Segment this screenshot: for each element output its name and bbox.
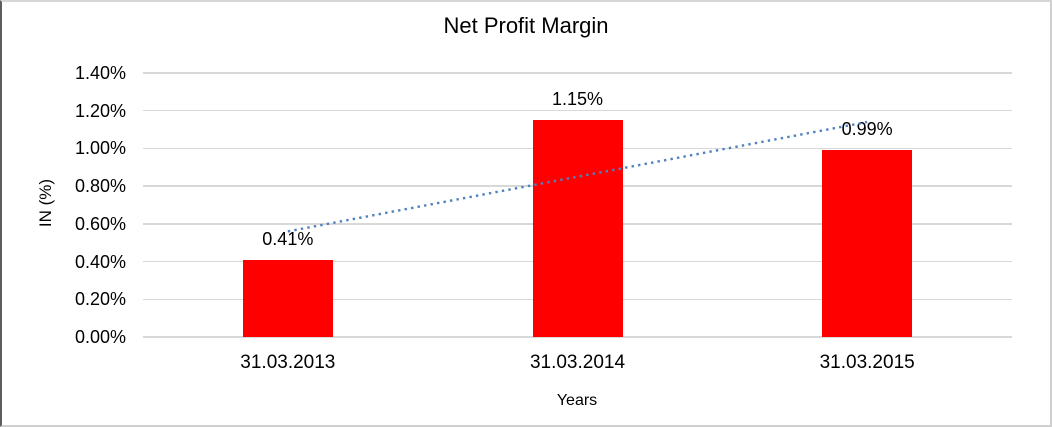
bar-31.03.2013 [242, 259, 333, 337]
y-axis-tick-label: 1.40% [74, 63, 126, 83]
y-axis-tick-label: 0.40% [74, 251, 126, 272]
y-axis-tick-label: 0.20% [74, 289, 126, 310]
y-axis-tick-label: 1.00% [74, 138, 126, 159]
category-label: 31.03.2013 [240, 352, 336, 373]
data-label: 0.99% [841, 119, 893, 140]
data-label: 1.15% [551, 89, 604, 110]
gridline [143, 109, 1012, 112]
y-axis-tick-label: 0.80% [74, 176, 126, 197]
chart-title: Net Profit Margin [443, 13, 609, 38]
bar-31.03.2015 [822, 150, 913, 337]
bar-31.03.2014 [532, 120, 623, 337]
y-axis-tick-label: 0.60% [74, 213, 126, 234]
gridline [143, 72, 1012, 74]
y-axis-tick-label: 1.20% [74, 100, 126, 121]
category-label: 31.03.2015 [819, 352, 915, 373]
category-label: 31.03.2014 [529, 352, 626, 373]
data-label: 0.41% [262, 228, 314, 249]
gridline [143, 336, 1012, 338]
x-axis-title: Years [556, 392, 598, 409]
y-axis-tick-label: 0.00% [74, 327, 126, 347]
